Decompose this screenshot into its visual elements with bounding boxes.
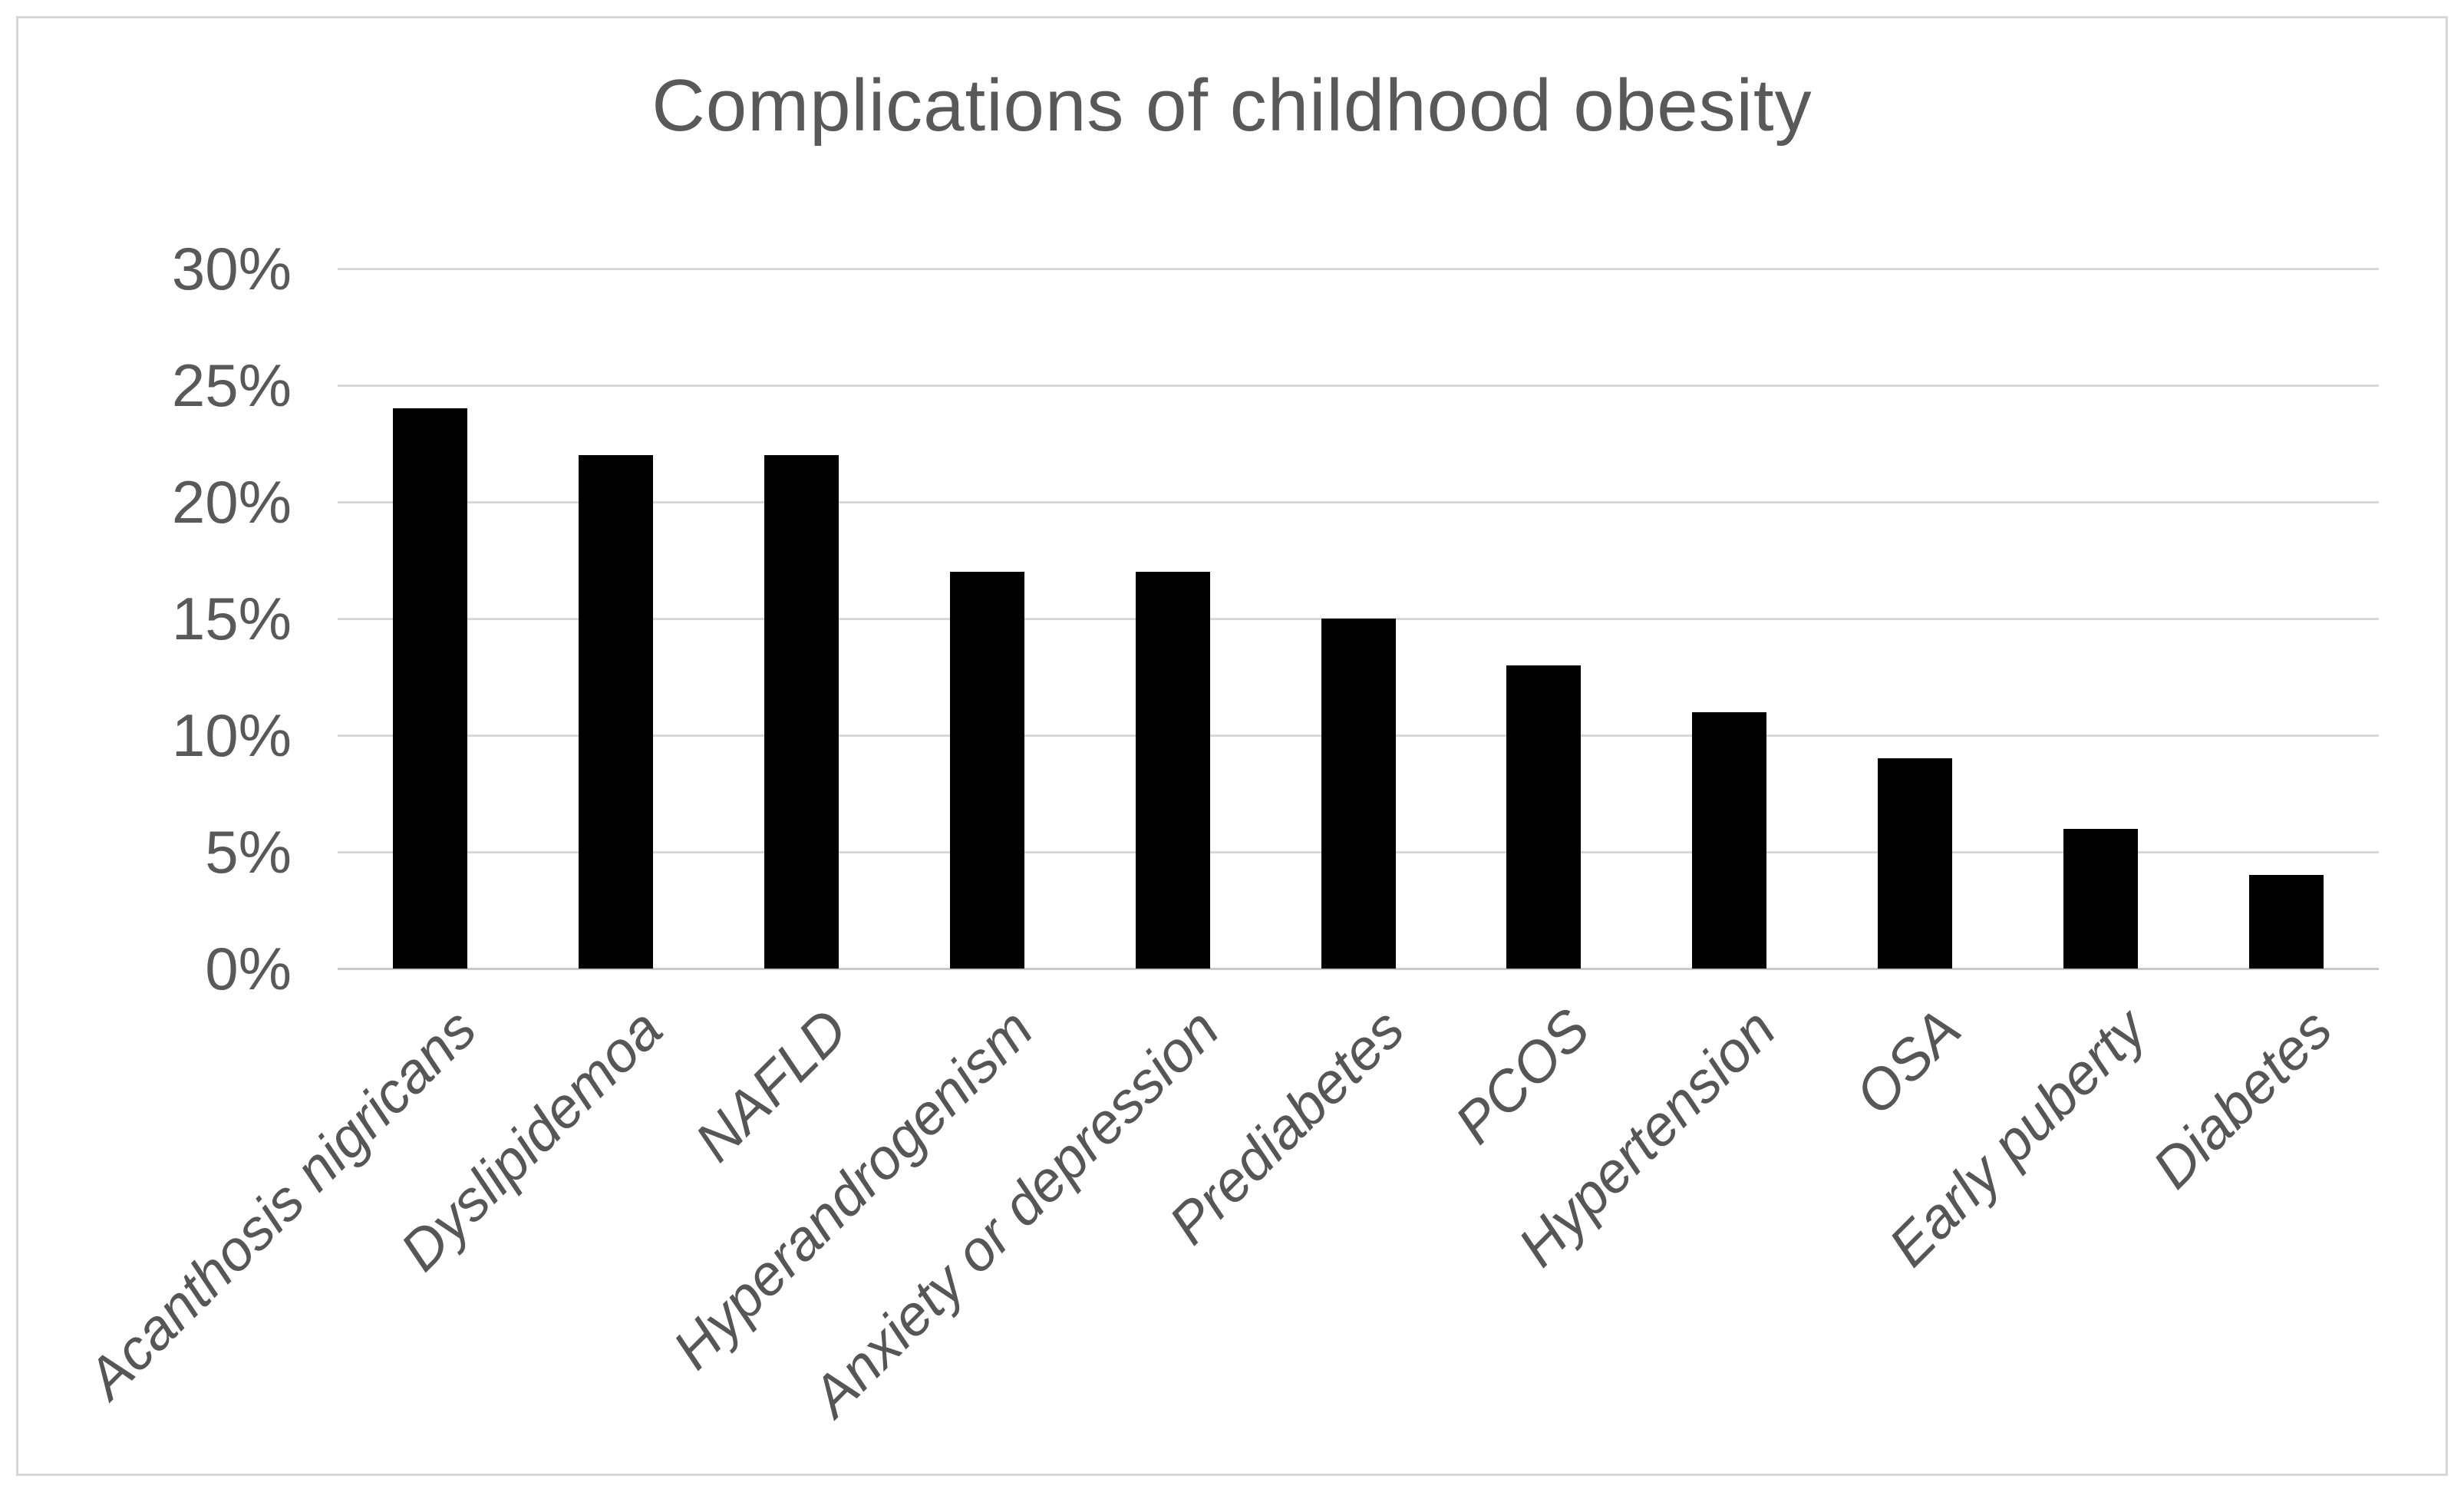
bar-pcos bbox=[1506, 665, 1582, 969]
bar-hypertension bbox=[1692, 711, 1767, 969]
bar-early-puberty bbox=[2063, 828, 2138, 969]
y-tick-label-30%: 30% bbox=[171, 235, 292, 302]
y-tick-label-25%: 25% bbox=[171, 352, 292, 419]
bar-anxiety-or-depression bbox=[1135, 572, 1210, 969]
y-tick-label-5%: 5% bbox=[205, 818, 292, 886]
gridline-30% bbox=[338, 268, 2379, 270]
bar-acanthosis-nigricans bbox=[393, 408, 468, 969]
bar-osa bbox=[1877, 758, 1952, 969]
gridline-0% bbox=[338, 968, 2379, 970]
y-tick-label-20%: 20% bbox=[171, 468, 292, 536]
bar-diabetes bbox=[2248, 875, 2324, 969]
y-tick-label-10%: 10% bbox=[171, 701, 292, 769]
plot-area bbox=[338, 268, 2379, 970]
bar-nafld bbox=[764, 455, 839, 969]
chart-title: Complications of childhood obesity bbox=[651, 64, 1813, 147]
bar-prediabetes bbox=[1321, 619, 1396, 969]
bar-hyperandrogenism bbox=[949, 572, 1024, 969]
y-tick-label-15%: 15% bbox=[171, 585, 292, 652]
gridline-25% bbox=[338, 385, 2379, 387]
y-tick-label-0%: 0% bbox=[205, 935, 292, 1002]
bar-dyslipidemoa bbox=[579, 455, 654, 969]
gridline-20% bbox=[338, 501, 2379, 503]
